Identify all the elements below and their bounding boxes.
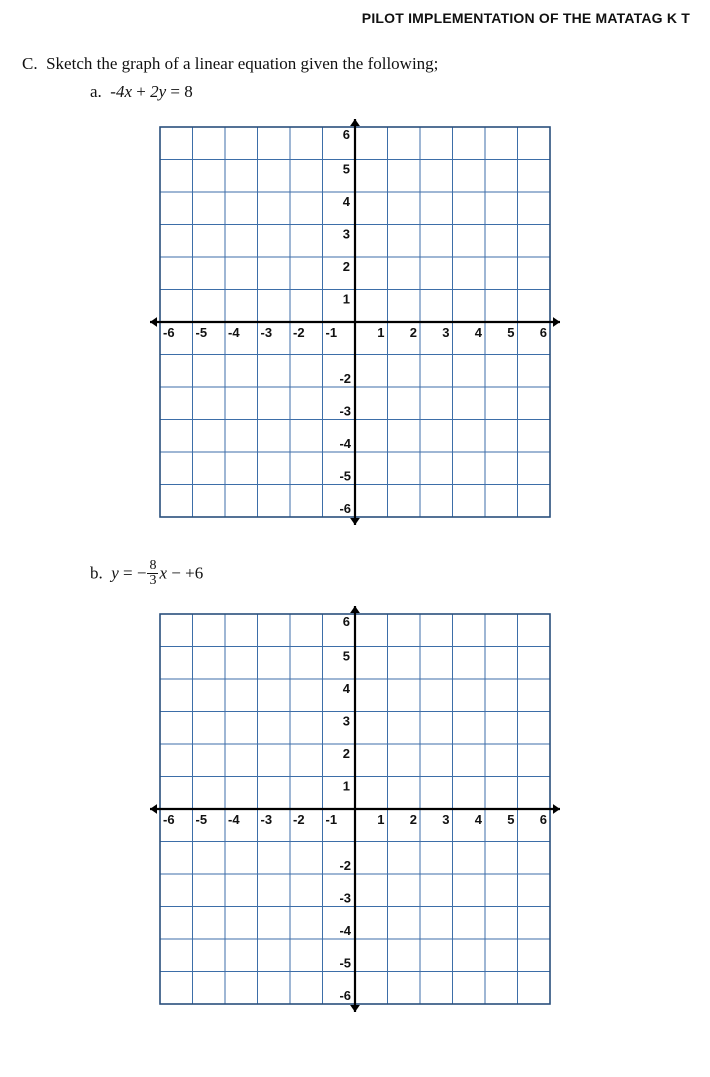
header-title: PILOT IMPLEMENTATION OF THE MATATAG K T — [362, 10, 690, 26]
svg-text:-5: -5 — [339, 956, 351, 971]
svg-text:5: 5 — [343, 162, 350, 177]
svg-text:6: 6 — [343, 127, 350, 142]
svg-text:-5: -5 — [339, 469, 351, 484]
part-b-letter: b. — [90, 563, 103, 582]
svg-text:2: 2 — [410, 812, 417, 827]
svg-text:-2: -2 — [293, 325, 305, 340]
fraction: 83 — [147, 559, 158, 588]
svg-text:4: 4 — [343, 194, 351, 209]
svg-text:-3: -3 — [261, 812, 273, 827]
chart-grid-a: -6 -5 -4 -3 -2 -1 1 2 3 4 5 6 1 2 3 4 5 6 -2 -3 -4 -5 -6 — [135, 112, 575, 532]
svg-text:-3: -3 — [339, 891, 351, 906]
svg-text:1: 1 — [343, 292, 350, 307]
svg-text:-2: -2 — [293, 812, 305, 827]
svg-text:2: 2 — [410, 325, 417, 340]
chart-a-wrap: -6 -5 -4 -3 -2 -1 1 2 3 4 5 6 1 2 3 4 5 6 -2 -3 -4 -5 -6 — [20, 112, 690, 532]
svg-text:-2: -2 — [339, 371, 351, 386]
chart-grid-b: -6 -5 -4 -3 -2 -1 1 2 3 4 5 6 1 2 3 4 5 6 -2 -3 -4 -5 -6 — [135, 599, 575, 1019]
svg-text:-6: -6 — [339, 501, 351, 516]
svg-text:6: 6 — [540, 325, 547, 340]
svg-text:3: 3 — [442, 812, 449, 827]
svg-text:4: 4 — [343, 681, 351, 696]
page: PILOT IMPLEMENTATION OF THE MATATAG K T … — [0, 0, 710, 1077]
svg-text:5: 5 — [507, 325, 514, 340]
page-header: PILOT IMPLEMENTATION OF THE MATATAG K T — [20, 10, 690, 26]
fraction-den: 3 — [147, 574, 158, 588]
svg-text:-1: -1 — [326, 325, 338, 340]
svg-text:5: 5 — [343, 649, 350, 664]
svg-text:-5: -5 — [196, 325, 208, 340]
svg-text:-4: -4 — [339, 436, 351, 451]
svg-text:-6: -6 — [339, 988, 351, 1003]
svg-text:-6: -6 — [163, 812, 175, 827]
part-a-letter: a. — [90, 82, 102, 101]
svg-text:1: 1 — [377, 812, 384, 827]
svg-text:2: 2 — [343, 259, 350, 274]
section-letter: C. — [22, 54, 38, 73]
svg-text:4: 4 — [475, 325, 483, 340]
svg-text:6: 6 — [540, 812, 547, 827]
svg-text:-6: -6 — [163, 325, 175, 340]
svg-text:-3: -3 — [261, 325, 273, 340]
svg-text:1: 1 — [343, 779, 350, 794]
svg-text:-3: -3 — [339, 404, 351, 419]
svg-text:2: 2 — [343, 746, 350, 761]
svg-text:4: 4 — [475, 812, 483, 827]
svg-text:3: 3 — [343, 714, 350, 729]
svg-text:5: 5 — [507, 812, 514, 827]
svg-text:3: 3 — [442, 325, 449, 340]
svg-text:-1: -1 — [326, 812, 338, 827]
svg-text:-5: -5 — [196, 812, 208, 827]
svg-text:-2: -2 — [339, 858, 351, 873]
chart-b-wrap: -6 -5 -4 -3 -2 -1 1 2 3 4 5 6 1 2 3 4 5 6 -2 -3 -4 -5 -6 — [20, 599, 690, 1019]
svg-text:-4: -4 — [339, 923, 351, 938]
fraction-num: 8 — [147, 559, 158, 574]
svg-text:1: 1 — [377, 325, 384, 340]
part-b-label: b. y = −83x − +6 — [90, 560, 690, 589]
part-a-label: a. -4x + 2y = 8 — [90, 82, 690, 102]
section-instruction: C. Sketch the graph of a linear equation… — [22, 54, 690, 74]
svg-text:3: 3 — [343, 227, 350, 242]
svg-text:-4: -4 — [228, 812, 240, 827]
section-text: Sketch the graph of a linear equation gi… — [46, 54, 438, 73]
svg-text:-4: -4 — [228, 325, 240, 340]
svg-text:6: 6 — [343, 614, 350, 629]
